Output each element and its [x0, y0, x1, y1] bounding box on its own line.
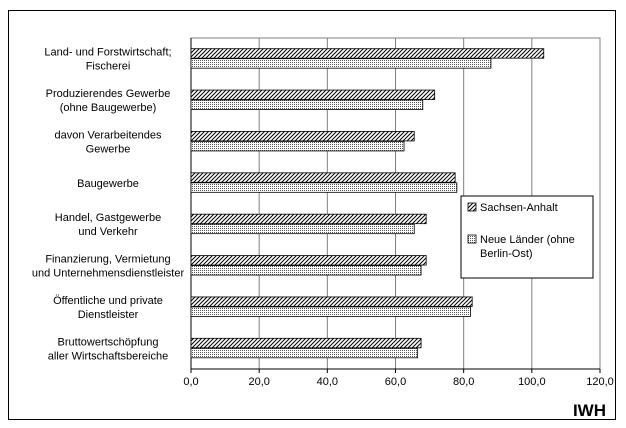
x-tick-label: 0,0: [183, 376, 198, 388]
category-label: Gewerbe: [86, 143, 131, 155]
legend-swatch: [467, 202, 477, 212]
legend-label: Neue Länder (ohne: [480, 234, 575, 246]
category-label: aller Wirtschaftsbereiche: [48, 350, 168, 362]
category-label: (ohne Baugewerbe): [60, 102, 157, 114]
bar-dots-5: [190, 265, 422, 276]
category-label: Finanzierung, Vermietung: [45, 254, 170, 266]
category-label: Öffentliche und private: [53, 295, 163, 307]
category-label: Produzierendes Gewerbe: [46, 88, 171, 100]
category-label: und Unternehmensdienstleister: [32, 268, 185, 280]
iwh-logo: IWH: [573, 401, 606, 420]
bar-hatch-2: [190, 131, 415, 142]
x-tick-label: 60,0: [385, 376, 406, 388]
bar-dots-2: [190, 141, 405, 152]
category-label: Dienstleister: [78, 309, 139, 321]
category-label: Handel, Gastgewerbe: [55, 212, 161, 224]
chart-frame: [8, 10, 616, 420]
category-label: davon Verarbeitendes: [54, 129, 162, 141]
bar-dots-0: [190, 58, 492, 69]
legend-label: Sachsen-Anhalt: [480, 202, 558, 214]
bar-dots-3: [190, 182, 458, 193]
x-tick-label: 20,0: [248, 376, 269, 388]
category-label: Fischerei: [86, 61, 131, 73]
bar-hatch-6: [190, 296, 473, 307]
legend-swatch: [467, 234, 477, 244]
bar-dots-1: [190, 99, 424, 110]
legend: [460, 195, 594, 279]
bar-hatch-3: [190, 172, 456, 183]
legend-label: Berlin-Ost): [480, 248, 533, 260]
category-label: und Verkehr: [78, 226, 138, 238]
x-tick-label: 100,0: [518, 376, 546, 388]
bar-hatch-1: [190, 89, 436, 100]
x-tick-label: 80,0: [453, 376, 474, 388]
category-label: Baugewerbe: [77, 178, 139, 190]
bar-hatch-4: [190, 213, 427, 225]
category-label: Bruttowertschöpfung: [58, 336, 159, 348]
bar-dots-6: [190, 306, 471, 317]
bar-hatch-0: [190, 48, 545, 59]
x-tick-label: 40,0: [317, 376, 338, 388]
bar-dots-7: [190, 347, 419, 359]
x-tick-label: 120,0: [586, 376, 614, 388]
bar-hatch-5: [190, 255, 427, 266]
bar-dots-4: [190, 223, 415, 235]
bar-hatch-7: [190, 337, 422, 349]
category-label: Land- und Forstwirtschaft;: [44, 47, 171, 59]
